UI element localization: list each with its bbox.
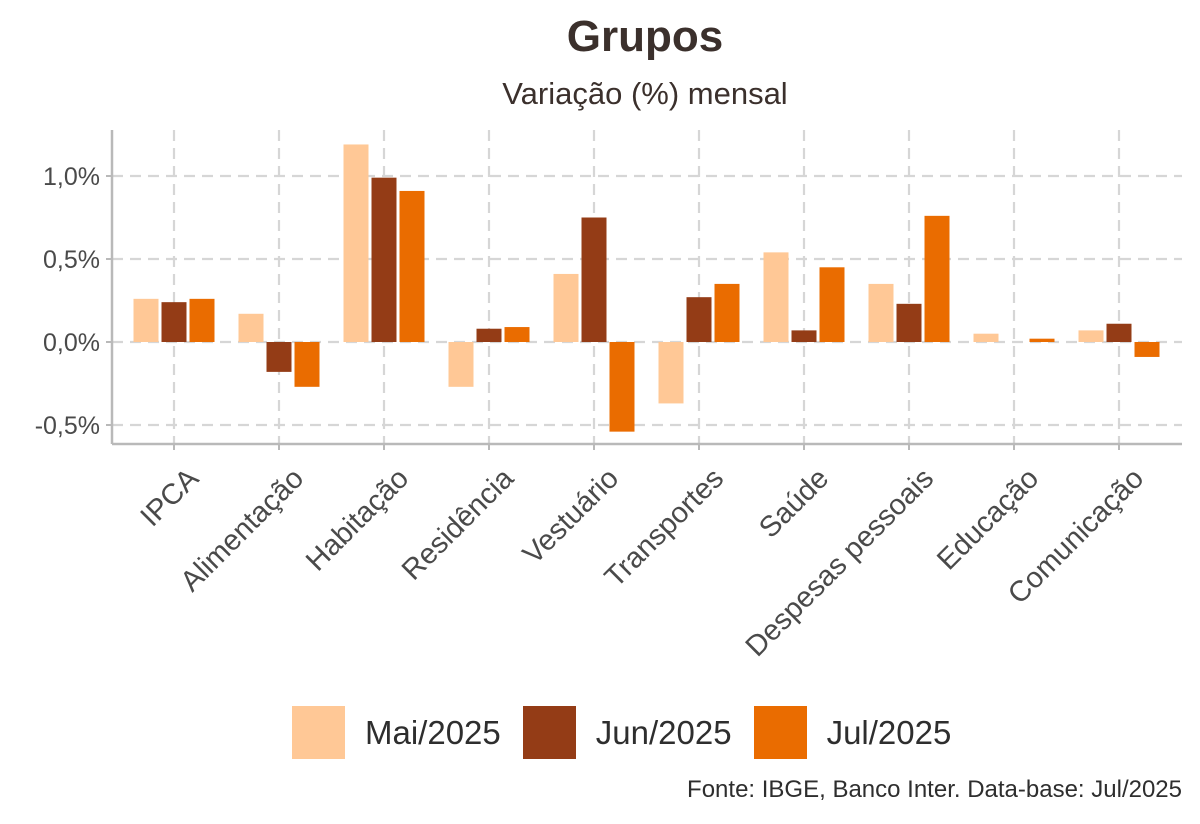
x-tick-label-educacao: Educação xyxy=(931,462,1045,576)
bar-mai-2025-habitacao xyxy=(343,144,369,342)
bar-jun-2025-residencia xyxy=(476,328,502,342)
chart-subtitle: Variação (%) mensal xyxy=(502,76,788,111)
y-tick-label: -0,5% xyxy=(35,412,100,440)
chart-title: Grupos xyxy=(566,12,724,61)
x-tick-label-despesas-pessoais: Despesas pessoais xyxy=(740,462,940,662)
legend-label-jun-2025: Jun/2025 xyxy=(595,713,732,751)
x-tick-label-vestuario: Vestuário xyxy=(517,462,625,570)
bar-jun-2025-comunicacao xyxy=(1106,323,1132,342)
bar-jun-2025-alimentacao xyxy=(266,342,292,372)
bar-mai-2025-ipca xyxy=(133,298,159,342)
bar-jun-2025-vestuario xyxy=(581,217,607,342)
legend-item-jun-2025: Jun/2025 xyxy=(522,706,732,759)
legend-label-jul-2025: Jul/2025 xyxy=(826,713,952,751)
legend-swatch-jul-2025 xyxy=(753,706,807,759)
x-tick-label-habitacao: Habitação xyxy=(300,462,415,577)
bar-mai-2025-despesas-pessoais xyxy=(868,283,894,342)
source-note: Fonte: IBGE, Banco Inter. Data-base: Jul… xyxy=(687,776,1182,803)
bar-jun-2025-despesas-pessoais xyxy=(896,303,922,342)
bar-mai-2025-vestuario xyxy=(553,273,579,342)
bar-mai-2025-transportes xyxy=(658,342,684,404)
x-tick-label-ipca: IPCA xyxy=(135,462,206,533)
bar-jul-2025-educacao xyxy=(1029,338,1055,342)
legend-item-mai-2025: Mai/2025 xyxy=(292,706,501,759)
bar-jul-2025-comunicacao xyxy=(1134,342,1160,357)
bar-jun-2025-transportes xyxy=(686,297,712,342)
legend-swatch-jun-2025 xyxy=(522,706,576,759)
bar-jun-2025-habitacao xyxy=(371,177,397,342)
bar-jun-2025-ipca xyxy=(161,302,187,342)
legend-item-jul-2025: Jul/2025 xyxy=(753,706,952,759)
y-tick-label: 0,0% xyxy=(43,329,100,357)
bar-jul-2025-despesas-pessoais xyxy=(924,215,950,342)
bar-jul-2025-habitacao xyxy=(399,190,425,342)
bar-chart: -0,5%0,0%0,5%1,0%IPCAAlimentaçãoHabitaçã… xyxy=(35,130,1182,663)
legend-swatch-mai-2025 xyxy=(292,706,345,759)
bar-jun-2025-saude xyxy=(791,330,817,342)
x-tick-label-residencia: Residência xyxy=(396,462,521,587)
x-tick-label-saude: Saúde xyxy=(753,462,835,544)
bar-mai-2025-residencia xyxy=(448,342,474,387)
bar-jul-2025-residencia xyxy=(504,327,530,342)
bar-jul-2025-alimentacao xyxy=(294,342,320,387)
bar-mai-2025-saude xyxy=(763,252,789,342)
bar-mai-2025-alimentacao xyxy=(238,313,264,342)
bar-jul-2025-saude xyxy=(819,267,845,342)
bar-jul-2025-transportes xyxy=(714,283,740,342)
bar-jul-2025-ipca xyxy=(189,298,215,342)
y-tick-label: 1,0% xyxy=(43,163,100,191)
legend-label-mai-2025: Mai/2025 xyxy=(365,713,501,751)
y-tick-label: 0,5% xyxy=(43,246,100,274)
bar-mai-2025-educacao xyxy=(973,333,999,342)
bar-mai-2025-comunicacao xyxy=(1078,330,1104,342)
bar-jul-2025-vestuario xyxy=(609,342,635,432)
legend: Mai/2025 Jun/2025 Jul/2025 xyxy=(292,706,973,759)
